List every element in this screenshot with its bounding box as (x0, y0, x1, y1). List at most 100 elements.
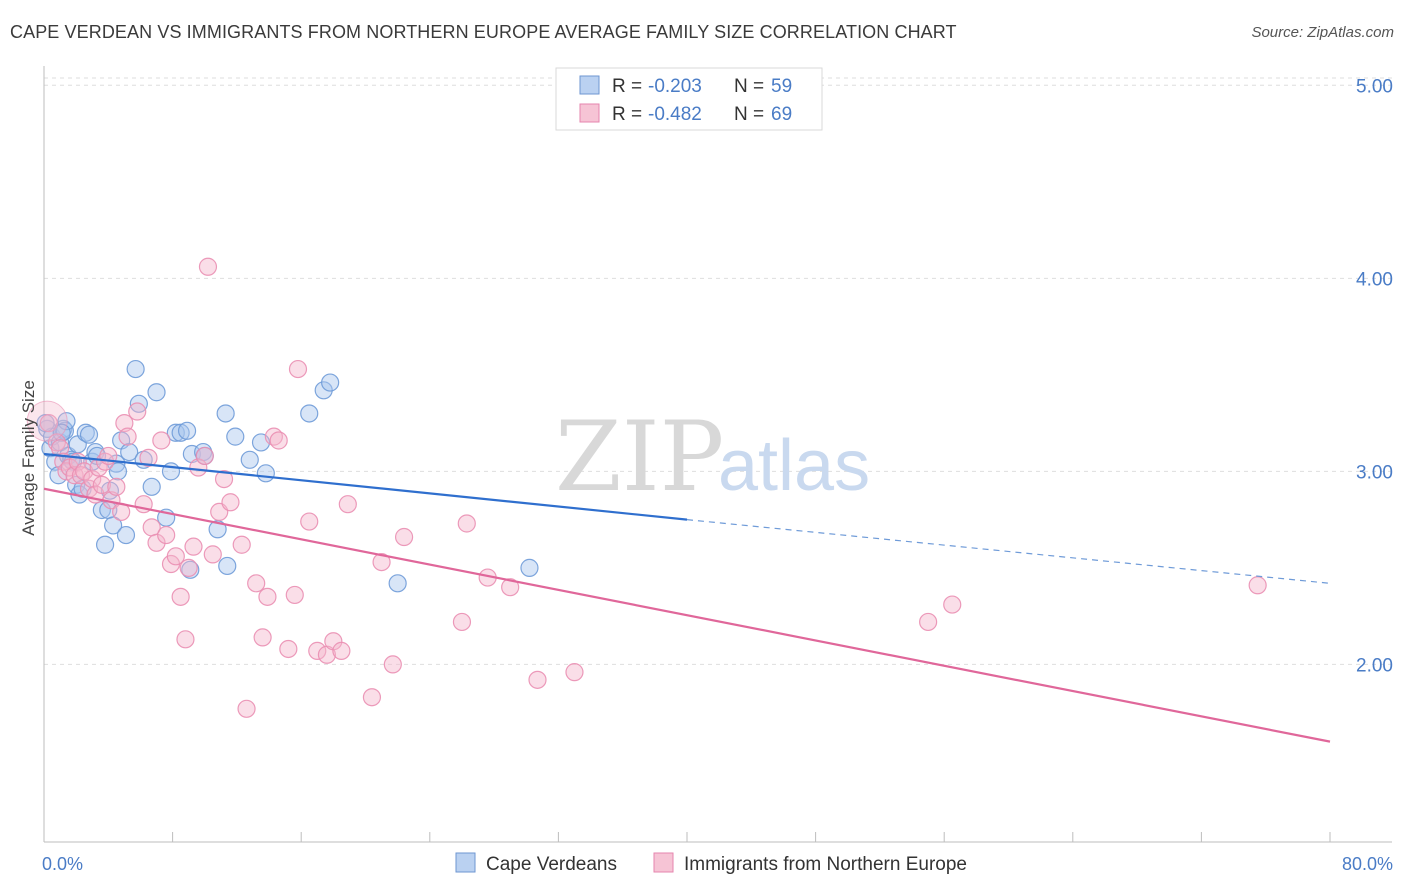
point-cape-verdean (79, 425, 99, 444)
point-northern-europe (394, 527, 414, 547)
point-northern-europe (528, 670, 547, 689)
point-northern-europe (83, 469, 102, 489)
point-cape-verdean (108, 462, 128, 481)
point-northern-europe (253, 628, 272, 647)
legend-n-value-1: 59 (771, 76, 792, 97)
x-tick-labels: 0.0% 80.0% (42, 854, 1393, 874)
point-northern-europe-cluster (26, 400, 68, 442)
point-cape-verdean (92, 500, 111, 520)
point-northern-europe (198, 257, 218, 276)
point-cape-verdean (76, 423, 95, 442)
legend-r-label-2: R = (612, 104, 642, 125)
y-tick-label: 3.00 (1356, 462, 1393, 483)
point-cape-verdean (216, 404, 235, 423)
trend-lines (43, 452, 1331, 743)
point-northern-europe (258, 587, 277, 606)
point-northern-europe (221, 493, 240, 512)
point-northern-europe (195, 446, 214, 466)
point-northern-europe (115, 414, 134, 433)
point-northern-europe (171, 587, 190, 606)
point-northern-europe (189, 458, 208, 477)
point-northern-europe (372, 552, 391, 572)
point-cape-verdean (116, 525, 136, 545)
legend-r-label-1: R = (612, 76, 642, 97)
y-tick-labels: 2.00 3.00 4.00 5.00 (1356, 76, 1393, 676)
point-northern-europe (452, 612, 472, 632)
bottom-legend-swatch-pink (653, 852, 674, 873)
point-cape-verdean (256, 464, 275, 483)
point-northern-europe (39, 414, 58, 433)
point-northern-europe (107, 477, 126, 496)
point-northern-europe (179, 558, 198, 577)
legend-r-value-2: -0.482 (648, 104, 702, 125)
point-northern-europe (147, 533, 166, 552)
point-cape-verdean (147, 383, 166, 402)
point-northern-europe (285, 585, 304, 605)
x-tick-label-min: 0.0% (42, 854, 83, 874)
point-northern-europe (457, 514, 476, 533)
point-cape-verdean (95, 535, 115, 554)
chart-source: Source: ZipAtlas.com (1251, 24, 1394, 41)
y-tick-label: 4.00 (1356, 269, 1393, 290)
bottom-legend: Cape Verdeans Immigrants from Northern E… (455, 852, 967, 875)
point-northern-europe (65, 466, 84, 485)
trend-line-northern-europe (43, 487, 1331, 743)
point-cape-verdean (142, 477, 161, 496)
legend-r-value-1: -0.203 (648, 76, 702, 97)
point-northern-europe (300, 512, 319, 531)
point-northern-europe (214, 469, 234, 489)
point-northern-europe (118, 427, 137, 446)
y-tick-label: 5.00 (1356, 76, 1393, 97)
point-cape-verdean (104, 516, 123, 535)
point-cape-verdean (57, 412, 76, 431)
point-northern-europe (919, 612, 938, 632)
point-northern-europe (166, 547, 185, 566)
point-northern-europe (237, 699, 256, 718)
legend-swatch-blue (579, 75, 600, 95)
point-northern-europe (157, 525, 176, 545)
point-northern-europe (247, 574, 266, 593)
point-northern-europe (308, 641, 327, 660)
point-northern-europe (232, 535, 251, 554)
watermark-atlas: atlas (718, 426, 870, 506)
point-cape-verdean (177, 421, 197, 440)
grid-lines (44, 77, 1392, 665)
point-northern-europe (139, 448, 158, 467)
point-cape-verdean (520, 558, 539, 577)
point-northern-europe (128, 402, 147, 421)
point-northern-europe (47, 433, 66, 452)
point-northern-europe (332, 641, 351, 660)
point-northern-europe (1248, 576, 1267, 595)
y-axis-label: Average Family Size (19, 380, 38, 536)
legend-swatch-pink (579, 103, 600, 123)
point-cape-verdean (126, 359, 145, 379)
legend-n-value-2: 69 (771, 104, 792, 125)
point-northern-europe (943, 595, 962, 614)
point-cape-verdean (218, 556, 237, 576)
point-cape-verdean (129, 394, 148, 413)
point-northern-europe (338, 495, 357, 514)
point-cape-verdean (240, 450, 259, 469)
trend-line-cape-verdean (43, 452, 688, 521)
point-northern-europe (362, 688, 382, 707)
point-northern-europe (203, 545, 222, 564)
point-northern-europe (184, 537, 203, 556)
legend-n-label-2: N = (734, 104, 764, 125)
point-cape-verdean (171, 423, 190, 442)
point-northern-europe (279, 639, 298, 659)
watermark-zip: ZIP (555, 401, 724, 513)
point-northern-europe (501, 578, 520, 597)
bottom-legend-label-2: Immigrants from Northern Europe (684, 854, 967, 875)
point-northern-europe (565, 663, 584, 682)
point-cape-verdean (300, 404, 319, 423)
point-cape-verdean (120, 442, 139, 462)
chart-title: CAPE VERDEAN VS IMMIGRANTS FROM NORTHERN… (10, 22, 957, 42)
legend-n-label-1: N = (734, 76, 764, 97)
legend-box: R = -0.203 N = 59 R = -0.482 N = 69 (555, 67, 823, 131)
point-cape-verdean (226, 427, 245, 446)
data-points (26, 257, 1267, 718)
point-northern-europe (176, 630, 195, 649)
point-northern-europe (152, 431, 171, 450)
point-cape-verdean (166, 423, 185, 442)
